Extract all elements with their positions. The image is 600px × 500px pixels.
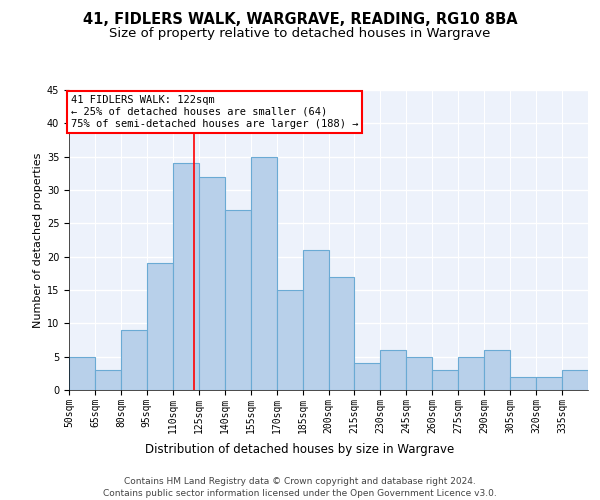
Text: 41, FIDLERS WALK, WARGRAVE, READING, RG10 8BA: 41, FIDLERS WALK, WARGRAVE, READING, RG1… <box>83 12 517 28</box>
Bar <box>433 370 458 390</box>
Text: Contains HM Land Registry data © Crown copyright and database right 2024.
Contai: Contains HM Land Registry data © Crown c… <box>103 476 497 498</box>
Bar <box>510 376 536 390</box>
Text: Distribution of detached houses by size in Wargrave: Distribution of detached houses by size … <box>145 442 455 456</box>
Bar <box>562 370 588 390</box>
Bar <box>458 356 484 390</box>
Bar <box>251 156 277 390</box>
Bar <box>147 264 173 390</box>
Bar <box>121 330 147 390</box>
Y-axis label: Number of detached properties: Number of detached properties <box>32 152 43 328</box>
Bar <box>69 356 95 390</box>
Bar <box>406 356 432 390</box>
Bar <box>484 350 510 390</box>
Text: 41 FIDLERS WALK: 122sqm
← 25% of detached houses are smaller (64)
75% of semi-de: 41 FIDLERS WALK: 122sqm ← 25% of detache… <box>71 96 358 128</box>
Bar <box>277 290 302 390</box>
Bar <box>224 210 251 390</box>
Bar <box>355 364 380 390</box>
Bar <box>95 370 121 390</box>
Bar <box>173 164 199 390</box>
Text: Size of property relative to detached houses in Wargrave: Size of property relative to detached ho… <box>109 28 491 40</box>
Bar <box>329 276 355 390</box>
Bar <box>380 350 406 390</box>
Bar <box>199 176 224 390</box>
Bar <box>302 250 329 390</box>
Bar <box>536 376 562 390</box>
